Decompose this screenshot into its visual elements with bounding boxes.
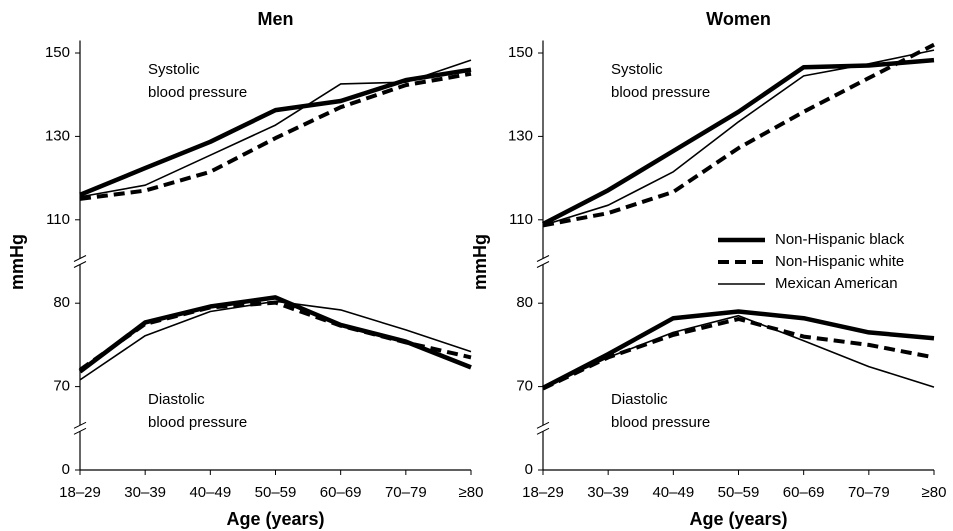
x-tick-label: 18–29: [522, 484, 564, 501]
annotation: blood pressure: [148, 84, 247, 101]
x-tick-label: 50–59: [718, 484, 760, 501]
line-systolic: [79, 67, 472, 197]
x-tick-label: 30–39: [124, 484, 166, 501]
annotation: blood pressure: [611, 414, 710, 431]
axis-break-gap: [74, 425, 86, 432]
axis-break: [536, 261, 550, 268]
axis-break: [73, 261, 87, 268]
y-tick-label: 80: [516, 294, 533, 311]
line-systolic: [542, 49, 935, 227]
axis-break: [73, 427, 87, 435]
annotation: Diastolic: [148, 391, 205, 408]
y-tick-label: 110: [46, 211, 70, 228]
x-tick-label: 60–69: [783, 484, 825, 501]
y-tick-label: 150: [45, 44, 70, 61]
legend-label: Non-Hispanic black: [775, 231, 905, 248]
x-tick-label: 40–49: [189, 484, 231, 501]
annotation: blood pressure: [148, 414, 247, 431]
y-tick-label: 0: [62, 461, 70, 478]
x-tick-label: 30–39: [587, 484, 629, 501]
x-axis-label: Age (years): [689, 509, 787, 529]
y-axis-label: mmHg: [7, 234, 27, 290]
x-axis-label: Age (years): [226, 509, 324, 529]
x-tick-label: ≥80: [922, 484, 947, 501]
line-systolic: [541, 57, 935, 226]
y-tick-label: 110: [509, 211, 533, 228]
axis-break-gap: [537, 425, 549, 432]
line-diastolic: [542, 317, 935, 391]
annotation: Systolic: [611, 61, 663, 78]
line-systolic: [542, 42, 935, 228]
line-systolic: [79, 59, 472, 198]
x-tick-label: 60–69: [320, 484, 362, 501]
x-tick-label: 18–29: [59, 484, 101, 501]
line-diastolic: [79, 300, 472, 381]
line-diastolic: [78, 295, 472, 374]
line-diastolic: [541, 309, 935, 390]
x-tick-label: 70–79: [385, 484, 427, 501]
y-tick-label: 150: [508, 44, 533, 61]
annotation: blood pressure: [611, 84, 710, 101]
axis-break: [73, 421, 87, 429]
y-tick-label: 80: [53, 294, 70, 311]
chart-title: Men: [258, 9, 294, 29]
y-axis-label: mmHg: [470, 234, 490, 290]
annotation: Systolic: [148, 61, 200, 78]
y-tick-label: 130: [508, 127, 533, 144]
chart-title: Women: [706, 9, 771, 29]
axis-break: [73, 255, 87, 262]
legend-label: Non-Hispanic white: [775, 253, 904, 270]
x-tick-label: 40–49: [652, 484, 694, 501]
line-diastolic: [78, 300, 472, 372]
line-systolic: [79, 71, 472, 201]
y-tick-label: 70: [53, 378, 70, 395]
line-diastolic: [542, 314, 935, 390]
x-tick-label: ≥80: [459, 484, 484, 501]
axis-break: [536, 421, 550, 429]
axis-break-gap: [74, 258, 86, 265]
y-tick-label: 130: [45, 127, 70, 144]
x-tick-label: 70–79: [848, 484, 890, 501]
x-tick-label: 50–59: [255, 484, 297, 501]
axis-break-gap: [537, 258, 549, 265]
axis-break: [536, 255, 550, 262]
y-tick-label: 0: [525, 461, 533, 478]
axis-break: [536, 427, 550, 435]
legend-label: Mexican American: [775, 275, 898, 292]
y-tick-label: 70: [516, 378, 533, 395]
annotation: Diastolic: [611, 391, 668, 408]
